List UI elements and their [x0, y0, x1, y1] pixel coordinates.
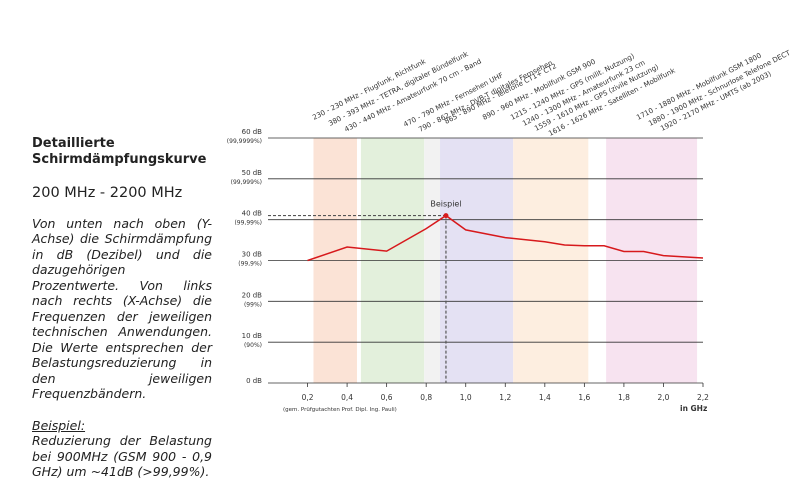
x-axis-label: in GHz: [680, 404, 707, 413]
y-tick-sublabel: (90%): [244, 342, 262, 349]
band-annotation: 1880 - 1900 MHz - Schnurlose Telefone DE…: [647, 49, 792, 128]
x-tick-label: 1,8: [618, 393, 630, 402]
x-tick-label: 1,4: [539, 393, 551, 402]
y-tick-label: 40 dB: [242, 210, 263, 218]
y-tick-sublabel: (99,999%): [231, 179, 262, 186]
y-tick-label: 20 dB: [242, 291, 263, 299]
intro: Detaillierte Schirmdämpfungskurve 200 MH…: [32, 136, 212, 480]
intro-subtitle: 200 MHz - 2200 MHz: [32, 185, 183, 201]
y-tick-label: 0 dB: [246, 377, 262, 385]
y-tick-label: 60 dB: [242, 128, 263, 136]
intro-description: Von unten nach oben (Y-Achse) die Schirm…: [32, 215, 212, 402]
x-tick-label: 1,6: [578, 393, 590, 402]
example-label: Beispiel: [430, 200, 461, 209]
y-tick-label: 10 dB: [242, 332, 263, 340]
x-tick-label: 2,0: [657, 393, 669, 402]
y-tick-sublabel: (99,9%): [238, 261, 262, 268]
x-tick-label: 1,2: [499, 393, 511, 402]
x-tick-label: 0,2: [302, 393, 314, 402]
y-tick-label: 50 dB: [242, 169, 263, 177]
band-annotation: 230 - 230 MHz - Flugfunk, Richtfunk: [311, 57, 428, 122]
y-tick-sublabel: (99%): [244, 301, 262, 308]
example-heading: Beispiel:: [32, 417, 86, 433]
y-tick-sublabel: (99,9999%): [227, 138, 262, 145]
example-point: [443, 213, 449, 219]
y-tick-sublabel: (99,99%): [234, 220, 262, 227]
x-tick-label: 1,0: [460, 393, 472, 402]
y-tick-label: 30 dB: [242, 251, 263, 259]
intro-title: Detaillierte Schirmdämpfungskurve: [32, 136, 207, 167]
x-tick-label: 0,4: [341, 393, 353, 402]
x-tick-label: 0,8: [420, 393, 432, 402]
source-note: (gem. Prüfgutachten Prof. Dipl. Ing. Pau…: [283, 407, 397, 413]
x-tick-label: 2,2: [697, 393, 709, 402]
example-text: Reduzierung der Belastung bei 900MHz (GS…: [32, 433, 212, 479]
data-line: [307, 214, 704, 262]
x-tick-label: 0,6: [381, 393, 393, 402]
